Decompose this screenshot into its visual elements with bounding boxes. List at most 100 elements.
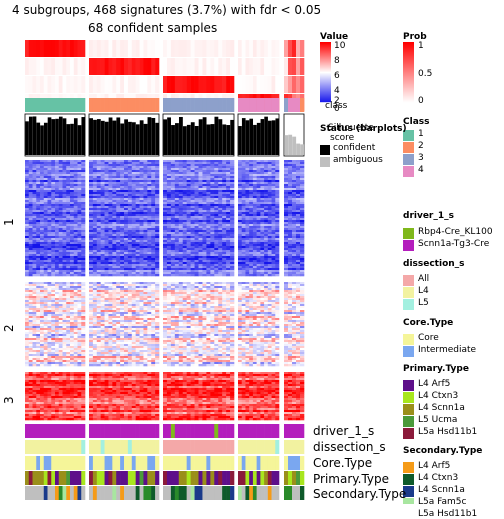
- heatmap-cell: [202, 186, 207, 189]
- heatmap-cell: [147, 240, 152, 243]
- heatmap-cell: [190, 190, 195, 193]
- heatmap-cell: [292, 238, 297, 241]
- heatmap-cell: [124, 168, 129, 171]
- heatmap-cell: [198, 230, 203, 233]
- heatmap-cell: [43, 246, 48, 249]
- heatmap-cell: [267, 204, 272, 207]
- class-cell: [96, 98, 101, 112]
- heatmap-cell: [275, 192, 280, 195]
- prob-cell: [166, 76, 172, 93]
- heatmap-cell: [124, 196, 129, 199]
- prob-cell: [36, 58, 41, 75]
- heatmap-cell: [166, 162, 172, 165]
- heatmap-cell: [36, 172, 41, 175]
- heatmap-cell: [300, 224, 305, 227]
- heatmap-cell: [249, 254, 254, 257]
- prob-cell: [116, 58, 121, 75]
- heatmap-cell: [112, 174, 117, 177]
- heatmap-cell: [70, 252, 75, 255]
- heatmap-cell: [116, 250, 121, 253]
- heatmap-cell: [135, 232, 140, 235]
- heatmap-cell: [51, 256, 56, 259]
- heatmap-cell: [66, 242, 71, 245]
- heatmap-cell: [127, 274, 133, 277]
- prob-cell: [135, 40, 140, 57]
- heatmap-cell: [178, 220, 184, 223]
- heatmap-cell: [222, 204, 227, 207]
- prob-cell: [178, 40, 184, 57]
- class-cell: [198, 98, 203, 112]
- heatmap-cell: [89, 206, 94, 209]
- heatmap-cell: [198, 186, 203, 189]
- heatmap-cell: [186, 282, 191, 285]
- silhouette-bar: [268, 120, 272, 155]
- prob-cell: [226, 76, 231, 93]
- class-cell: [271, 98, 276, 112]
- heatmap-cell: [66, 218, 71, 221]
- heatmap-cell: [300, 176, 305, 179]
- heatmap-cell: [43, 292, 48, 295]
- heatmap-cell: [241, 298, 246, 301]
- heatmap-cell: [155, 180, 160, 183]
- heatmap-cell: [238, 256, 243, 259]
- heatmap-cell: [36, 266, 41, 269]
- heatmap-cell: [47, 210, 52, 213]
- heatmap-cell: [116, 284, 121, 287]
- heatmap-cell: [182, 244, 187, 247]
- heatmap-cell: [151, 286, 156, 289]
- heatmap-cell: [222, 196, 227, 199]
- heatmap-cell: [62, 212, 67, 215]
- heatmap-cell: [100, 240, 105, 243]
- heatmap-cell: [206, 168, 211, 171]
- heatmap-cell: [292, 234, 297, 237]
- heatmap-cell: [32, 222, 37, 225]
- heatmap-cell: [222, 296, 227, 299]
- heatmap-cell: [92, 236, 98, 239]
- heatmap-cell: [47, 260, 52, 263]
- heatmap-cell: [267, 196, 272, 199]
- heatmap-cell: [100, 206, 105, 209]
- heatmap-cell: [241, 168, 246, 171]
- class-cell: [292, 98, 297, 112]
- heatmap-cell: [92, 282, 98, 285]
- heatmap-cell: [288, 172, 293, 175]
- heatmap-cell: [51, 190, 56, 193]
- heatmap-cell: [288, 166, 293, 169]
- heatmap-cell: [296, 246, 301, 249]
- heatmap-cell: [264, 190, 269, 193]
- heatmap-cell: [143, 272, 148, 275]
- heatmap-cell: [210, 250, 215, 253]
- heatmap-cell: [116, 226, 121, 229]
- heatmap-cell: [32, 242, 37, 245]
- heatmap-cell: [58, 166, 63, 169]
- heatmap-cell: [271, 298, 276, 301]
- heatmap-cell: [124, 230, 129, 233]
- heatmap-cell: [112, 182, 117, 185]
- heatmap-cell: [241, 264, 246, 267]
- heatmap-cell: [73, 248, 78, 251]
- heatmap-cell: [120, 168, 125, 171]
- silhouette-bar: [275, 118, 280, 155]
- heatmap-cell: [252, 244, 257, 247]
- prob-cell: [51, 58, 56, 75]
- heatmap-cell: [300, 232, 305, 235]
- heatmap-cell: [28, 244, 33, 247]
- heatmap-cell: [40, 220, 45, 223]
- heatmap-cell: [116, 216, 121, 219]
- heatmap-cell: [267, 184, 272, 187]
- heatmap-cell: [89, 218, 94, 221]
- heatmap-cell: [267, 226, 272, 229]
- heatmap-cell: [245, 170, 250, 173]
- heatmap-cell: [256, 204, 261, 207]
- heatmap-cell: [36, 198, 41, 201]
- silhouette-bar: [32, 116, 37, 155]
- heatmap-cell: [182, 264, 187, 267]
- heatmap-cell: [267, 198, 272, 201]
- heatmap-cell: [112, 192, 117, 195]
- heatmap-cell: [92, 168, 98, 171]
- heatmap-cell: [264, 222, 269, 225]
- heatmap-cell: [25, 222, 30, 225]
- heatmap-cell: [194, 206, 199, 209]
- heatmap-cell: [178, 248, 184, 251]
- heatmap-cell: [100, 192, 105, 195]
